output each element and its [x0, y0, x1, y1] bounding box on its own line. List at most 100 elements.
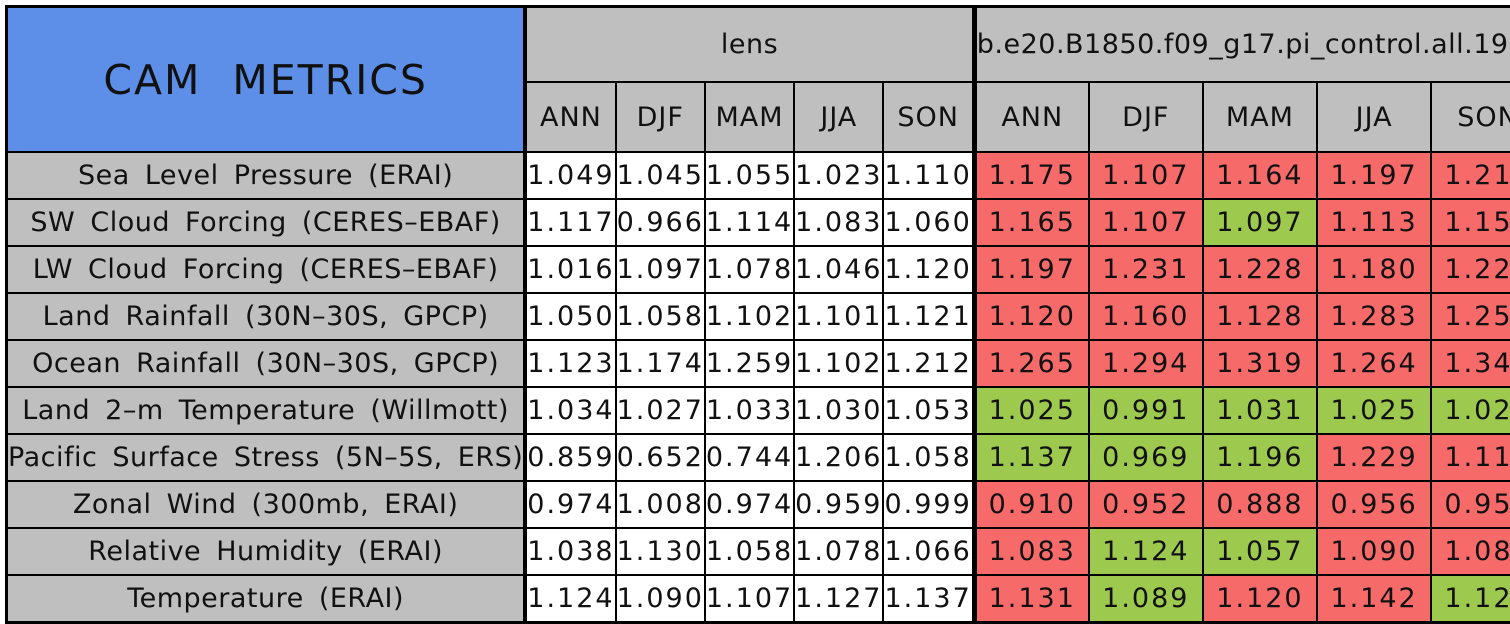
lens-value-cell: 1.130 [616, 528, 705, 575]
season-header-lens-son: SON [883, 82, 974, 152]
metric-label: Ocean Rainfall (30N–30S, GPCP) [7, 340, 526, 387]
lens-value-cell: 1.060 [883, 199, 974, 246]
case-value-cell: 0.952 [1089, 481, 1203, 528]
lens-value-cell: 0.974 [525, 481, 615, 528]
lens-value-cell: 1.034 [525, 387, 615, 434]
case-value-cell: 0.969 [1089, 434, 1203, 481]
season-header-case-mam: MAM [1203, 82, 1317, 152]
case-value-cell: 1.228 [1431, 246, 1510, 293]
lens-value-cell: 1.114 [705, 199, 794, 246]
case-value-cell: 1.057 [1203, 528, 1317, 575]
lens-value-cell: 1.027 [616, 387, 705, 434]
case-value-cell: 1.175 [974, 152, 1088, 199]
case-value-cell: 1.124 [1089, 528, 1203, 575]
table-row: LW Cloud Forcing (CERES–EBAF) 1.016 1.09… [7, 246, 1510, 293]
lens-value-cell: 1.045 [616, 152, 705, 199]
case-value-cell: 1.153 [1431, 199, 1510, 246]
case-value-cell: 1.165 [974, 199, 1088, 246]
season-header-case-son: SON [1431, 82, 1510, 152]
table-row: Pacific Surface Stress (5N–5S, ERS) 0.85… [7, 434, 1510, 481]
case-value-cell: 1.142 [1317, 575, 1431, 623]
case-value-cell: 0.888 [1203, 481, 1317, 528]
case-value-cell: 1.196 [1203, 434, 1317, 481]
lens-value-cell: 1.058 [616, 293, 705, 340]
lens-value-cell: 1.097 [616, 246, 705, 293]
lens-value-cell: 1.083 [794, 199, 883, 246]
lens-value-cell: 1.008 [616, 481, 705, 528]
table-body: Sea Level Pressure (ERAI) 1.049 1.045 1.… [7, 152, 1510, 623]
lens-value-cell: 1.033 [705, 387, 794, 434]
case-value-cell: 1.197 [1317, 152, 1431, 199]
case-value-cell: 1.110 [1431, 434, 1510, 481]
lens-value-cell: 1.016 [525, 246, 615, 293]
lens-value-cell: 1.078 [705, 246, 794, 293]
lens-value-cell: 0.859 [525, 434, 615, 481]
case-value-cell: 1.128 [1431, 575, 1510, 623]
lens-value-cell: 1.058 [705, 528, 794, 575]
lens-value-cell: 0.744 [705, 434, 794, 481]
case-value-cell: 0.910 [974, 481, 1088, 528]
lens-value-cell: 1.121 [883, 293, 974, 340]
lens-value-cell: 1.058 [883, 434, 974, 481]
case-value-cell: 1.160 [1089, 293, 1203, 340]
group-header-row: CAM METRICS lens b.e20.B1850.f09_g17.pi_… [7, 7, 1510, 83]
case-value-cell: 1.346 [1431, 340, 1510, 387]
metric-label: Zonal Wind (300mb, ERAI) [7, 481, 526, 528]
metric-label: Relative Humidity (ERAI) [7, 528, 526, 575]
case-value-cell: 1.113 [1317, 199, 1431, 246]
lens-value-cell: 1.117 [525, 199, 615, 246]
lens-value-cell: 1.038 [525, 528, 615, 575]
case-value-cell: 1.025 [1317, 387, 1431, 434]
lens-value-cell: 1.050 [525, 293, 615, 340]
table-row: Zonal Wind (300mb, ERAI) 0.974 1.008 0.9… [7, 481, 1510, 528]
case-value-cell: 1.137 [974, 434, 1088, 481]
lens-value-cell: 1.110 [883, 152, 974, 199]
metric-label: LW Cloud Forcing (CERES–EBAF) [7, 246, 526, 293]
case-value-cell: 1.090 [1317, 528, 1431, 575]
lens-value-cell: 1.078 [794, 528, 883, 575]
case-value-cell: 1.097 [1203, 199, 1317, 246]
case-value-cell: 1.180 [1317, 246, 1431, 293]
lens-value-cell: 1.102 [705, 293, 794, 340]
lens-value-cell: 1.259 [705, 340, 794, 387]
case-value-cell: 1.231 [1089, 246, 1203, 293]
lens-value-cell: 0.959 [794, 481, 883, 528]
metric-label: Land Rainfall (30N–30S, GPCP) [7, 293, 526, 340]
case-value-cell: 1.229 [1317, 434, 1431, 481]
case-value-cell: 1.025 [974, 387, 1088, 434]
lens-value-cell: 1.046 [794, 246, 883, 293]
metric-label: Pacific Surface Stress (5N–5S, ERS) [7, 434, 526, 481]
case-value-cell: 1.197 [974, 246, 1088, 293]
lens-value-cell: 1.174 [616, 340, 705, 387]
group-header-case: b.e20.B1850.f09_g17.pi_control.all.192b [974, 7, 1510, 83]
lens-value-cell: 1.066 [883, 528, 974, 575]
lens-value-cell: 1.090 [616, 575, 705, 623]
lens-value-cell: 1.107 [705, 575, 794, 623]
lens-value-cell: 0.974 [705, 481, 794, 528]
season-header-case-ann: ANN [974, 82, 1088, 152]
case-value-cell: 1.128 [1203, 293, 1317, 340]
metric-label: SW Cloud Forcing (CERES–EBAF) [7, 199, 526, 246]
metric-label: Sea Level Pressure (ERAI) [7, 152, 526, 199]
cam-metrics-table: CAM METRICS lens b.e20.B1850.f09_g17.pi_… [5, 5, 1510, 624]
lens-value-cell: 1.124 [525, 575, 615, 623]
case-value-cell: 0.956 [1317, 481, 1431, 528]
case-value-cell: 1.031 [1203, 387, 1317, 434]
lens-value-cell: 0.966 [616, 199, 705, 246]
case-value-cell: 1.254 [1431, 293, 1510, 340]
table-row: Relative Humidity (ERAI) 1.038 1.130 1.0… [7, 528, 1510, 575]
case-value-cell: 1.107 [1089, 199, 1203, 246]
case-value-cell: 1.264 [1317, 340, 1431, 387]
season-header-lens-jja: JJA [794, 82, 883, 152]
season-header-case-jja: JJA [1317, 82, 1431, 152]
lens-value-cell: 1.030 [794, 387, 883, 434]
metric-label: Land 2–m Temperature (Willmott) [7, 387, 526, 434]
case-value-cell: 1.228 [1203, 246, 1317, 293]
lens-value-cell: 1.101 [794, 293, 883, 340]
table-row: Temperature (ERAI) 1.124 1.090 1.107 1.1… [7, 575, 1510, 623]
case-value-cell: 1.083 [974, 528, 1088, 575]
case-value-cell: 1.026 [1431, 387, 1510, 434]
case-value-cell: 1.283 [1317, 293, 1431, 340]
lens-value-cell: 1.127 [794, 575, 883, 623]
group-header-lens: lens [525, 7, 974, 83]
